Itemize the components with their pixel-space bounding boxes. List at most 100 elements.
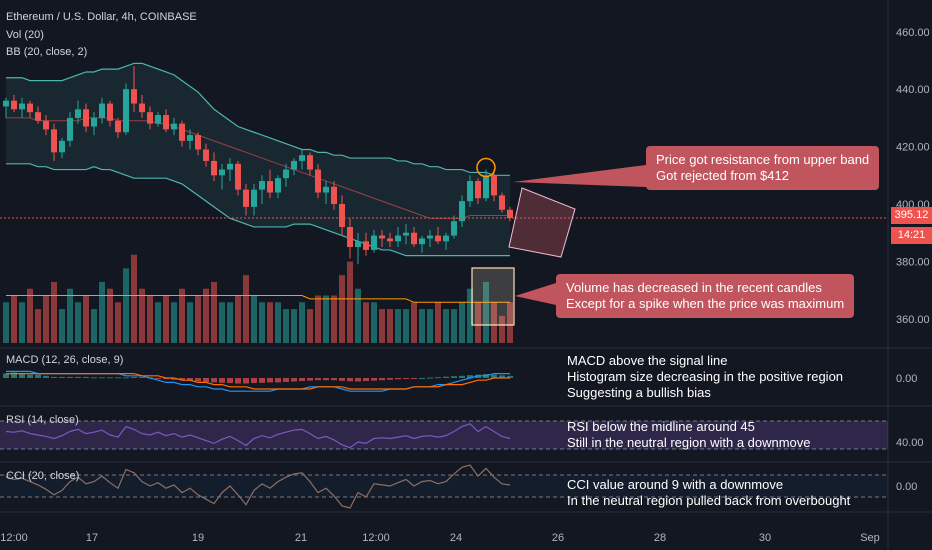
volume-bar (35, 309, 41, 343)
macd-histogram-bar (219, 378, 225, 383)
volume-indicator-label[interactable]: Vol (20) (6, 29, 44, 41)
candle-body (179, 123, 185, 141)
volume-bar (91, 309, 97, 343)
macd-histogram-bar (323, 378, 329, 381)
volume-bar (115, 302, 121, 343)
candle-body (459, 201, 465, 222)
volume-bar (259, 302, 265, 343)
volume-bar (3, 302, 9, 343)
macd-histogram-bar (451, 376, 457, 378)
rsi-annotation: RSI below the midline around 45 Still in… (567, 419, 811, 451)
candle-body (307, 155, 313, 170)
candle-body (75, 109, 81, 118)
volume-bar (99, 281, 105, 343)
macd-histogram-bar (347, 378, 353, 382)
candle-body (235, 163, 241, 190)
candle-body (35, 112, 41, 121)
macd-histogram-bar (339, 378, 345, 381)
candle-body (115, 120, 121, 133)
macd-histogram-bar (227, 378, 233, 384)
volume-bar (371, 302, 377, 343)
bollinger-indicator-label[interactable]: BB (20, close, 2) (6, 46, 88, 58)
candle-body (147, 112, 153, 124)
volume-bar (27, 288, 33, 343)
time-axis-label: 21 (295, 532, 307, 544)
candle-body (339, 204, 345, 227)
volume-bar (419, 309, 425, 343)
macd-histogram-bar (211, 378, 217, 383)
candle-body (259, 181, 265, 190)
volume-bar (451, 309, 457, 343)
candle-body (483, 175, 489, 199)
macd-histogram-bar (291, 378, 297, 382)
volume-bar (427, 309, 433, 343)
macd-signal-line (6, 373, 510, 390)
macd-indicator-label[interactable]: MACD (12, 26, close, 9) (6, 354, 124, 366)
time-axis-label: 24 (450, 532, 462, 544)
rejection-circle (476, 157, 496, 178)
volume-bar (195, 295, 201, 343)
candle-body (363, 241, 369, 250)
price-axis-label: 420.00 (896, 142, 930, 154)
bollinger-basis-line (6, 117, 510, 219)
volume-bar (19, 302, 25, 343)
resistance-callout-line1: Price got resistance from upper band (656, 152, 870, 167)
candle-body (507, 209, 513, 219)
volume-bar (227, 302, 233, 343)
cci-axis-label: 0.00 (896, 481, 917, 493)
macd-histogram-bar (307, 378, 313, 381)
volume-bar (67, 288, 73, 343)
candle-body (323, 186, 329, 193)
candle-body (59, 140, 65, 153)
macd-histogram-bar (123, 377, 129, 379)
volume-bar (395, 309, 401, 343)
rsi-indicator-label[interactable]: RSI (14, close) (6, 414, 79, 426)
macd-histogram-bar (507, 375, 513, 378)
candle-body (43, 120, 49, 130)
volume-bar (307, 309, 313, 343)
price-axis-label: 360.00 (896, 314, 930, 326)
candle-body (379, 235, 385, 239)
time-axis-label: 30 (759, 532, 771, 544)
candle-body (139, 103, 145, 113)
cci-indicator-label[interactable]: CCI (20, close) (6, 470, 80, 482)
last-price-tag: 395.12 (891, 207, 932, 224)
macd-histogram-bar (259, 378, 265, 383)
macd-histogram-bar (235, 378, 241, 384)
macd-annotation-line1: MACD above the signal line (567, 353, 728, 368)
candle-body (347, 226, 353, 248)
candle-body (83, 109, 89, 127)
macd-histogram-bar (275, 378, 281, 383)
volume-bar (323, 295, 329, 343)
volume-bar (435, 302, 441, 343)
volume-bar (59, 309, 65, 343)
macd-histogram-bar (331, 378, 337, 381)
macd-histogram-bar (139, 376, 145, 378)
candle-body (163, 115, 169, 130)
time-axis-label: 28 (654, 532, 666, 544)
macd-histogram-bar (171, 378, 177, 380)
volume-bar (75, 302, 81, 343)
candle-body (3, 100, 9, 107)
candle-body (491, 175, 497, 196)
volume-callout-line1: Volume has decreased in the recent candl… (566, 280, 822, 295)
candle-body (467, 181, 473, 202)
macd-histogram-bar (83, 376, 89, 378)
candle-body (195, 135, 201, 150)
macd-annotation-line2: Histogram size decreasing in the positiv… (567, 369, 844, 384)
candle-body (99, 103, 105, 118)
volume-bar (491, 302, 497, 343)
macd-histogram-bar (75, 376, 81, 378)
macd-histogram-bar (195, 378, 201, 382)
volume-bar (147, 295, 153, 343)
volume-bar (315, 295, 321, 343)
macd-histogram-bar (179, 378, 185, 381)
rsi-annotation-line1: RSI below the midline around 45 (567, 419, 755, 434)
cci-annotation-line1: CCI value around 9 with a downmove (567, 477, 784, 492)
volume-bar (507, 302, 513, 343)
candle-body (107, 103, 113, 121)
macd-histogram-bar (19, 373, 25, 378)
candle-body (331, 186, 337, 204)
candle-body (427, 235, 433, 239)
